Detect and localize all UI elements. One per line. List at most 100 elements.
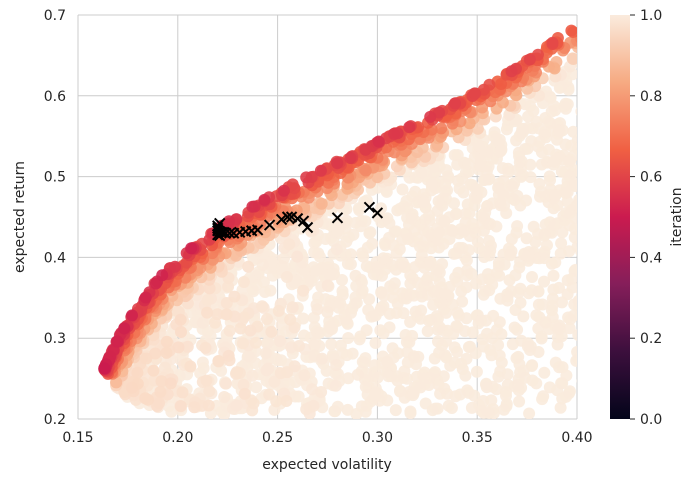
colorbar-label: iteration: [669, 187, 685, 246]
portfolio-point: [364, 226, 377, 239]
portfolio-point: [126, 381, 138, 394]
portfolio-point: [381, 355, 394, 368]
portfolio-point: [514, 366, 527, 379]
y-tick-label: 0.6: [44, 89, 66, 105]
portfolio-point: [342, 332, 355, 344]
portfolio-point: [539, 316, 552, 329]
portfolio-point: [201, 294, 214, 306]
portfolio-point: [185, 242, 198, 255]
portfolio-point: [222, 280, 235, 293]
portfolio-point: [176, 386, 189, 399]
portfolio-point: [491, 323, 503, 336]
portfolio-point: [461, 198, 474, 211]
portfolio-point: [455, 357, 468, 370]
portfolio-point: [397, 260, 410, 273]
optimizer-point: [275, 213, 288, 226]
portfolio-point: [402, 233, 415, 245]
portfolio-point: [142, 393, 154, 406]
portfolio-point: [387, 291, 400, 304]
portfolio-point: [262, 362, 275, 375]
portfolio-point: [334, 339, 347, 352]
portfolio-point: [258, 193, 271, 206]
portfolio-point: [149, 277, 162, 290]
portfolio-point: [486, 152, 499, 165]
colorbar-tick-label: 0.2: [640, 331, 662, 347]
portfolio-point: [165, 405, 178, 418]
portfolio-point: [554, 401, 567, 414]
portfolio-point: [448, 197, 460, 210]
portfolio-point: [281, 366, 293, 379]
x-tick-labels: 0.15 0.20 0.25 0.30 0.35 0.40: [62, 430, 592, 446]
portfolio-point: [439, 335, 452, 348]
portfolio-point: [535, 332, 548, 345]
portfolio-point: [529, 236, 542, 249]
portfolio-point: [544, 91, 557, 104]
portfolio-point: [512, 350, 525, 363]
portfolio-point: [480, 381, 493, 394]
portfolio-point: [98, 362, 111, 375]
portfolio-point: [278, 252, 290, 265]
portfolio-point: [327, 268, 340, 281]
portfolio-point: [174, 313, 187, 326]
portfolio-point: [310, 264, 323, 277]
portfolio-point: [394, 385, 407, 398]
portfolio-point: [273, 335, 286, 348]
portfolio-point: [494, 144, 507, 157]
portfolio-point: [439, 349, 452, 362]
portfolio-point: [562, 311, 575, 324]
portfolio-point: [372, 210, 385, 223]
portfolio-point: [300, 171, 313, 184]
portfolio-point: [375, 287, 388, 300]
portfolio-point: [417, 372, 430, 385]
portfolio-point: [564, 206, 577, 219]
portfolio-point: [495, 78, 508, 90]
portfolio-point: [175, 326, 187, 338]
portfolio-point: [539, 218, 552, 231]
portfolio-point: [448, 341, 461, 354]
portfolio-point: [449, 97, 461, 110]
portfolio-point: [203, 385, 216, 398]
portfolio-point: [390, 247, 403, 260]
portfolio-point: [569, 223, 577, 235]
portfolio-point: [359, 352, 372, 365]
portfolio-point: [164, 377, 177, 390]
portfolio-point: [386, 342, 399, 355]
portfolio-point: [406, 329, 419, 342]
portfolio-point: [448, 247, 460, 260]
portfolio-point: [228, 290, 241, 303]
portfolio-point: [297, 284, 310, 297]
portfolio-point: [147, 364, 160, 377]
portfolio-point: [450, 207, 463, 220]
portfolio-point: [427, 298, 440, 311]
portfolio-point: [261, 313, 273, 325]
portfolio-point: [546, 36, 559, 49]
portfolio-point: [519, 98, 532, 111]
portfolio-point: [368, 359, 381, 372]
portfolio-point: [513, 395, 526, 408]
portfolio-point: [532, 346, 545, 358]
portfolio-point: [572, 295, 577, 307]
portfolio-point: [315, 386, 328, 398]
portfolio-point: [432, 195, 445, 208]
portfolio-point: [406, 212, 418, 225]
portfolio-point: [291, 250, 304, 263]
portfolio-point: [351, 368, 364, 381]
portfolio-point: [511, 189, 524, 202]
y-tick-label: 0.4: [44, 250, 66, 266]
portfolio-point: [498, 403, 510, 416]
portfolio-point: [505, 233, 518, 246]
portfolio-point: [533, 89, 545, 102]
portfolio-point: [249, 336, 262, 349]
portfolio-point: [203, 282, 216, 295]
portfolio-point: [422, 271, 435, 284]
portfolio-point: [322, 257, 335, 270]
portfolio-point: [131, 366, 144, 379]
portfolio-point: [530, 309, 543, 322]
portfolio-point: [433, 226, 446, 239]
portfolio-point: [280, 271, 293, 283]
portfolio-point: [488, 130, 500, 143]
portfolio-point: [536, 393, 549, 406]
portfolio-point: [344, 258, 357, 271]
portfolio-point: [449, 390, 462, 403]
portfolio-point: [479, 173, 491, 186]
